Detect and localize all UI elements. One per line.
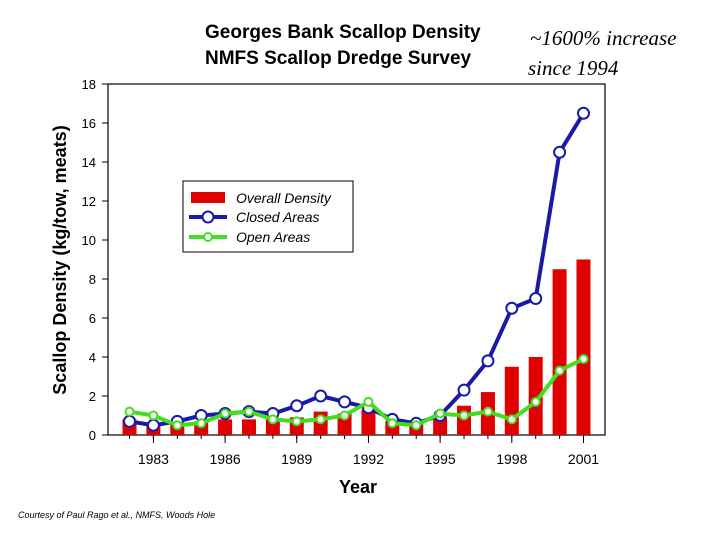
bar-2000 <box>552 269 567 435</box>
y-tick-label-0: 0 <box>89 428 96 443</box>
x-axis-label: Year <box>339 477 377 497</box>
open-areas-point-1982 <box>124 406 135 417</box>
open-areas-point-1987 <box>243 406 254 417</box>
open-areas-point-1999 <box>530 396 541 407</box>
closed-areas-point-1999 <box>529 292 543 305</box>
open-areas-point-1997 <box>482 406 493 417</box>
bar-1995 <box>433 417 448 435</box>
open-areas-point-2000 <box>554 365 565 376</box>
x-tick-label-1995: 1995 <box>425 451 456 467</box>
y-tick-label-18: 18 <box>82 77 96 92</box>
open-areas-point-1989 <box>291 416 302 427</box>
y-tick-label-16: 16 <box>82 116 96 131</box>
closed-areas-point-1983 <box>146 418 160 432</box>
closed-areas-point-1997 <box>481 354 495 368</box>
y-tick-label-4: 4 <box>89 350 96 365</box>
legend-swatch-closed-marker <box>201 210 215 224</box>
x-tick-label-1983: 1983 <box>138 451 169 467</box>
closed-areas-point-1989 <box>290 399 304 413</box>
y-tick-label-14: 14 <box>82 155 96 170</box>
legend-swatch-overall <box>191 192 225 203</box>
closed-areas-point-2000 <box>553 145 567 159</box>
open-areas-point-1988 <box>267 414 278 425</box>
credit-text: Courtesy of Paul Rago et al., NMFS, Wood… <box>18 510 215 520</box>
chart-title: Georges Bank Scallop Density <box>205 22 481 43</box>
y-tick-label-12: 12 <box>82 194 96 209</box>
legend-swatch-open-marker <box>203 232 213 242</box>
legend: Overall Density Closed Areas Open Areas <box>182 180 354 253</box>
y-tick-label-6: 6 <box>89 311 96 326</box>
bar-2001 <box>576 259 591 435</box>
open-areas-point-1983 <box>148 410 159 421</box>
open-areas-point-1986 <box>220 408 231 419</box>
increase-annotation-line1: ~1600% increase <box>530 26 676 50</box>
open-areas-point-1991 <box>339 410 350 421</box>
closed-areas-point-1982 <box>123 414 137 428</box>
legend-label-open: Open Areas <box>236 229 310 245</box>
open-areas-point-1993 <box>387 418 398 429</box>
open-areas-point-1990 <box>315 414 326 425</box>
open-areas-point-1985 <box>196 418 207 429</box>
bar-1986 <box>218 419 233 435</box>
legend-label-overall: Overall Density <box>236 190 332 206</box>
open-areas-point-1984 <box>172 420 183 431</box>
bar-1999 <box>528 357 543 435</box>
legend-label-closed: Closed Areas <box>236 209 320 225</box>
open-areas-point-1996 <box>459 410 470 421</box>
closed-areas-point-1990 <box>314 389 328 403</box>
closed-areas-point-1991 <box>338 395 352 409</box>
bar-1988 <box>265 419 280 435</box>
open-areas-point-1998 <box>506 414 517 425</box>
chart-subtitle: NMFS Scallop Dredge Survey <box>205 48 472 69</box>
bar-1998 <box>504 366 519 435</box>
open-areas-point-1992 <box>363 396 374 407</box>
plot-frame <box>107 83 606 436</box>
closed-areas-point-2001 <box>576 106 590 120</box>
open-areas-point-1995 <box>435 408 446 419</box>
closed-areas-point-1998 <box>505 301 519 315</box>
bar-1987 <box>241 419 256 435</box>
bar-1992 <box>361 409 376 435</box>
closed-areas-point-1996 <box>457 383 471 397</box>
x-tick-label-1986: 1986 <box>210 451 241 467</box>
y-axis-label: Scallop Density (kg/tow, meats) <box>50 125 70 394</box>
y-tick-label-2: 2 <box>89 389 96 404</box>
y-tick-label-10: 10 <box>82 233 96 248</box>
open-areas-point-2001 <box>578 353 589 364</box>
x-tick-label-1998: 1998 <box>496 451 527 467</box>
open-areas-point-1994 <box>411 420 422 431</box>
y-tick-label-8: 8 <box>89 272 96 287</box>
x-tick-label-1989: 1989 <box>281 451 312 467</box>
x-tick-label-1992: 1992 <box>353 451 384 467</box>
x-tick-label-2001: 2001 <box>568 451 599 467</box>
increase-annotation-line2: since 1994 <box>528 56 619 80</box>
